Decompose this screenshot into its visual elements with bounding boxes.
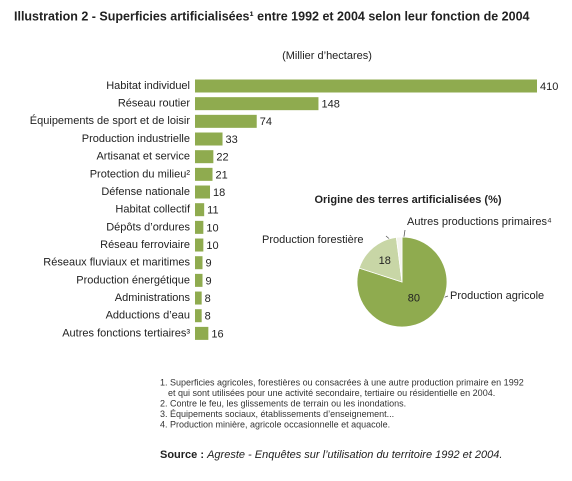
category-label: Artisanat et service: [96, 151, 190, 163]
bar: [195, 291, 202, 305]
source-label: Source :: [160, 449, 204, 461]
bar-subtitle: (Millier d’hectares): [282, 50, 372, 62]
category-label: Production énergétique: [76, 274, 190, 286]
bar: [195, 220, 204, 234]
value-label: 8: [205, 311, 211, 323]
value-label: 9: [206, 258, 212, 270]
category-label: Réseau routier: [118, 98, 190, 110]
value-label: 74: [260, 116, 272, 128]
value-label: 33: [226, 134, 238, 146]
slice-label: 80: [408, 292, 420, 304]
value-label: 8: [205, 293, 211, 305]
category-label: Dépôts d’ordures: [106, 221, 190, 233]
footnote: 4. Production minière, agricole occasion…: [160, 419, 390, 429]
value-label: 16: [211, 328, 223, 340]
pie-slice: [358, 236, 403, 283]
pie-legend-label: Production agricole: [450, 290, 544, 302]
source-text: Agreste - Enquêtes sur l’utilisation du …: [206, 449, 502, 461]
bar: [195, 97, 319, 111]
category-label: Production industrielle: [82, 133, 190, 145]
category-label: Adductions d’eau: [106, 310, 190, 322]
bar: [195, 273, 203, 287]
category-label: Habitat collectif: [115, 204, 191, 216]
value-label: 410: [540, 81, 558, 93]
category-label: Équipements de sport et de loisir: [30, 114, 191, 127]
page-title: Illustration 2 - Superficies artificiali…: [14, 9, 530, 23]
bar: [195, 150, 214, 164]
bar: [195, 167, 213, 181]
value-label: 9: [206, 275, 212, 287]
slice-label: 18: [379, 255, 391, 267]
value-label: 11: [207, 205, 218, 217]
value-label: 18: [213, 187, 225, 199]
footnote: 3. Équipements sociaux, établissements d…: [160, 409, 394, 419]
category-label: Réseaux fluviaux et maritimes: [43, 257, 190, 269]
source: Source : Agreste - Enquêtes sur l’utilis…: [160, 449, 502, 461]
value-label: 21: [216, 169, 228, 181]
pie-title: Origine des terres artificialisées (%): [314, 194, 501, 206]
value-label: 10: [206, 240, 218, 252]
bar: [195, 309, 202, 323]
category-label: Administrations: [115, 292, 191, 304]
bar: [195, 326, 209, 340]
category-label: Habitat individuel: [106, 80, 190, 92]
category-label: Défense nationale: [101, 186, 190, 198]
bar: [195, 79, 537, 93]
value-label: 10: [206, 222, 218, 234]
bar: [195, 185, 211, 199]
pie-legend-label: Production forestière: [262, 234, 364, 246]
bar: [195, 114, 257, 128]
pie-legend-label: Autres productions primaires⁴: [407, 216, 552, 228]
value-label: 22: [216, 152, 228, 164]
bar: [195, 132, 223, 146]
category-label: Réseau ferroviaire: [100, 239, 190, 251]
footnote: 2. Contre le feu, les glissements de ter…: [160, 398, 406, 408]
bar: [195, 203, 205, 217]
category-label: Autres fonctions tertiaires³: [62, 327, 190, 339]
footnote: 1. Superficies agricoles, forestières ou…: [160, 377, 524, 387]
pie-slice: [395, 236, 403, 283]
bar: [195, 238, 204, 252]
footnote: et qui sont utilisées pour une activité …: [168, 388, 495, 398]
bar: [195, 256, 203, 270]
value-label: 148: [321, 99, 339, 111]
category-label: Protection du milieu²: [90, 168, 191, 180]
